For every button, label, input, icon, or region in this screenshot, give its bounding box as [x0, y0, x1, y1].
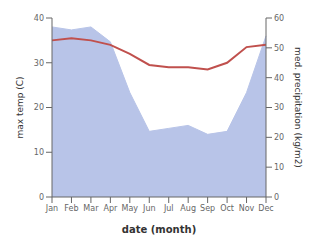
svg-text:Jan: Jan [45, 204, 58, 213]
svg-text:Feb: Feb [64, 204, 78, 213]
svg-text:30: 30 [34, 59, 44, 68]
svg-text:Dec: Dec [258, 204, 273, 213]
svg-text:30: 30 [274, 103, 284, 112]
svg-text:date (month): date (month) [122, 224, 196, 235]
svg-text:Nov: Nov [239, 204, 255, 213]
svg-text:60: 60 [274, 14, 284, 23]
svg-text:0: 0 [39, 193, 44, 202]
svg-text:med. precipitation (kg/m2): med. precipitation (kg/m2) [293, 47, 303, 168]
svg-text:Jul: Jul [163, 204, 174, 213]
svg-text:20: 20 [34, 103, 44, 112]
svg-text:20: 20 [274, 133, 284, 142]
svg-text:Jun: Jun [142, 204, 156, 213]
svg-text:Apr: Apr [103, 204, 118, 213]
svg-text:max temp (C): max temp (C) [15, 76, 25, 138]
svg-text:50: 50 [274, 44, 284, 53]
svg-text:40: 40 [34, 14, 44, 23]
svg-text:40: 40 [274, 74, 284, 83]
svg-text:Oct: Oct [220, 204, 234, 213]
svg-text:10: 10 [274, 163, 284, 172]
svg-text:Mar: Mar [83, 204, 99, 213]
svg-text:Sep: Sep [200, 204, 215, 213]
svg-text:0: 0 [274, 193, 279, 202]
svg-text:10: 10 [34, 148, 44, 157]
svg-text:Aug: Aug [180, 204, 196, 213]
svg-text:May: May [122, 204, 139, 213]
